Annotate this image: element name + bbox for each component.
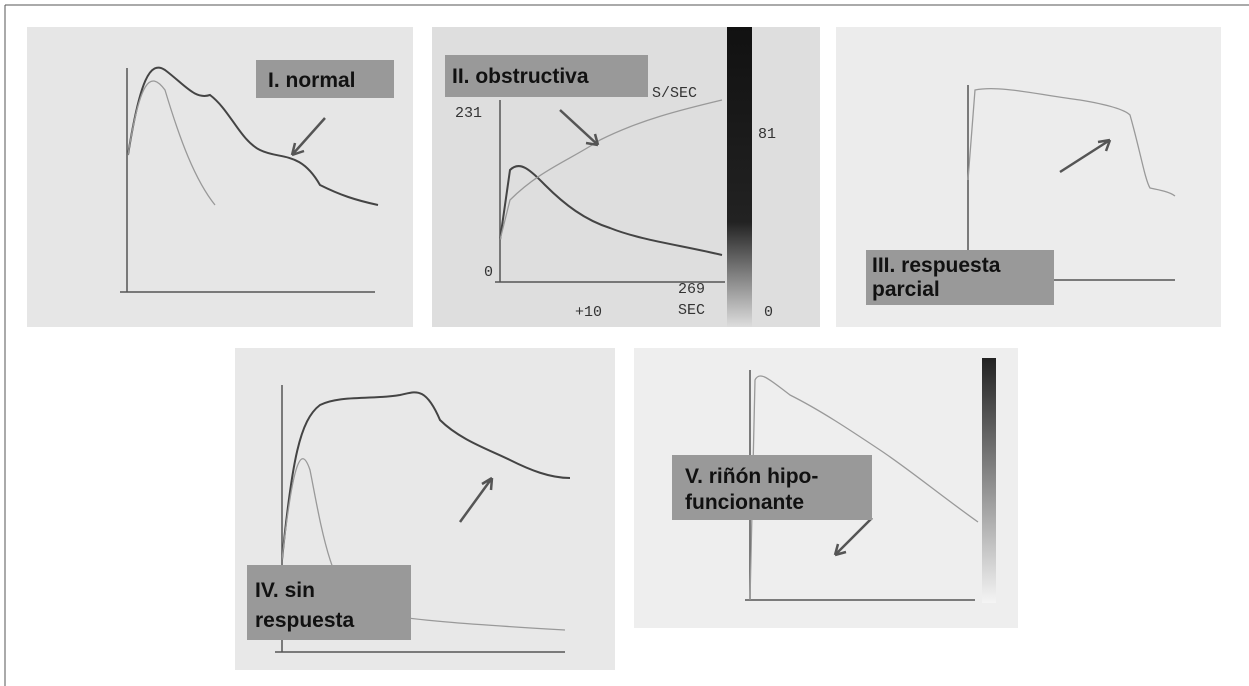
panel: IV. sin respuesta xyxy=(235,348,615,670)
panel-label: I. normal xyxy=(268,69,356,92)
color-scale xyxy=(982,358,996,603)
panel: V. riñón hipo- funcionante xyxy=(634,348,1018,628)
readout: 0 xyxy=(764,304,773,321)
panel-label: III. respuesta xyxy=(872,254,1001,277)
panel-label: respuesta xyxy=(255,609,355,632)
readout: 269 xyxy=(678,281,705,298)
panel-label: II. obstructiva xyxy=(452,65,589,88)
readout: +10 xyxy=(575,304,602,321)
panel: 231 S/SEC 81 0 269 SEC +10 0 II. obstruc… xyxy=(432,27,820,327)
panel-label: parcial xyxy=(872,278,940,301)
readout: 81 xyxy=(758,126,776,143)
panel: III. respuesta parcial xyxy=(836,27,1221,327)
readout: 0 xyxy=(484,264,493,281)
readout: SEC xyxy=(678,302,705,319)
panel: I. normal xyxy=(27,27,413,327)
readout: S/SEC xyxy=(652,85,697,102)
readout: 231 xyxy=(455,105,482,122)
color-scale xyxy=(727,27,752,327)
panel-label: V. riñón hipo- xyxy=(685,465,818,488)
panel-label: funcionante xyxy=(685,491,804,514)
figure: I. normal 231 S/SEC 81 0 269 SEC +10 0 I… xyxy=(0,0,1249,686)
panel-label: IV. sin xyxy=(255,579,315,602)
